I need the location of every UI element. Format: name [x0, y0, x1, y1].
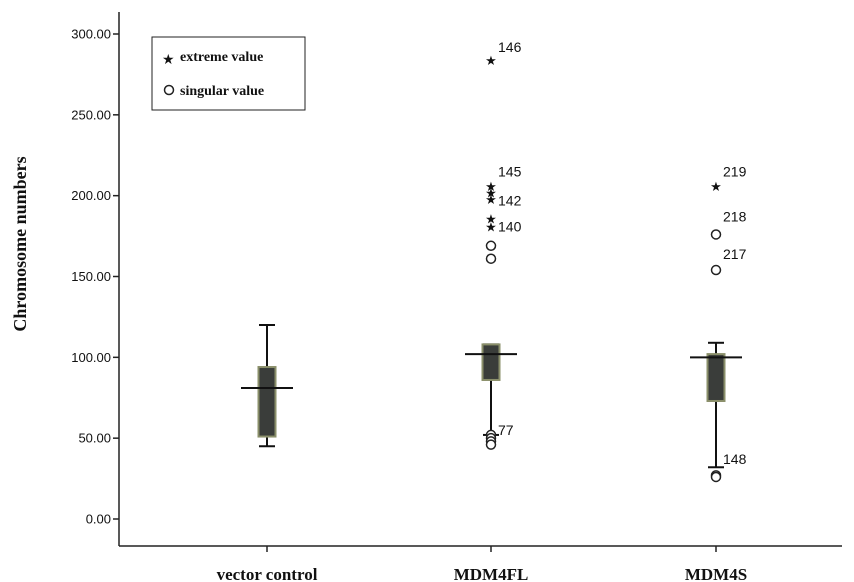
y-axis-label: Chromosome numbers	[10, 156, 30, 331]
outlier-label: 218	[723, 209, 747, 225]
outlier-label: 219	[723, 163, 747, 179]
outlier-star: ★	[485, 193, 497, 208]
outlier-label: 77	[498, 422, 514, 438]
outlier-star: ★	[485, 54, 497, 69]
y-tick-label: 250.00	[71, 107, 111, 122]
outlier-circle	[710, 229, 722, 240]
box	[257, 366, 277, 438]
x-category-label: MDM4FL	[454, 565, 529, 582]
y-tick-label: 300.00	[71, 27, 111, 42]
y-tick-label: 0.00	[86, 512, 111, 527]
x-category-label: MDM4S	[685, 565, 747, 582]
box-group	[241, 324, 293, 448]
legend-circle-icon	[163, 84, 175, 96]
outlier-label: 142	[498, 193, 522, 209]
outlier-star: ★	[485, 212, 497, 227]
boxes	[241, 324, 742, 469]
legend: ★ extreme value singular value	[151, 36, 306, 111]
outlier-circle	[710, 471, 722, 483]
outlier-circle	[710, 264, 722, 276]
y-tick-label: 200.00	[71, 188, 111, 203]
outlier-circle	[485, 253, 497, 264]
legend-label-singular: singular value	[180, 84, 264, 99]
box-group	[465, 343, 517, 436]
outlier-star: ★	[710, 180, 722, 195]
outlier-circle	[485, 240, 497, 252]
outlier-star: ★	[485, 186, 497, 201]
box	[481, 343, 501, 381]
y-tick-label: 50.00	[78, 431, 111, 446]
outlier-star: ★	[485, 180, 497, 195]
y-tick-label: 150.00	[71, 269, 111, 284]
y-tick-label: 100.00	[71, 350, 111, 365]
legend-star-icon: ★	[162, 52, 175, 68]
outlier-label: 146	[498, 39, 522, 55]
box-group	[690, 341, 742, 469]
legend-label-extreme: extreme value	[180, 50, 263, 65]
axes: 0.00 50.00 100.00 150.00 200.00 250.00 300.00 v…	[71, 12, 842, 582]
outlier-label: 145	[498, 163, 522, 179]
outlier-label: 140	[498, 218, 522, 234]
x-category-label: vector control	[217, 565, 318, 582]
outlier-circle	[485, 439, 497, 450]
outlier-label: 217	[723, 246, 747, 262]
legend-box	[151, 36, 306, 111]
outlier-star: ★	[485, 220, 497, 235]
outlier-label: 148	[723, 451, 747, 467]
box	[706, 353, 726, 402]
